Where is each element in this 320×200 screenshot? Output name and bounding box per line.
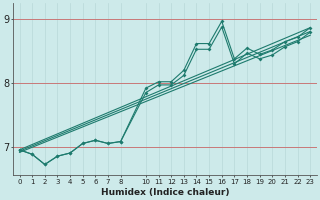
X-axis label: Humidex (Indice chaleur): Humidex (Indice chaleur) (100, 188, 229, 197)
